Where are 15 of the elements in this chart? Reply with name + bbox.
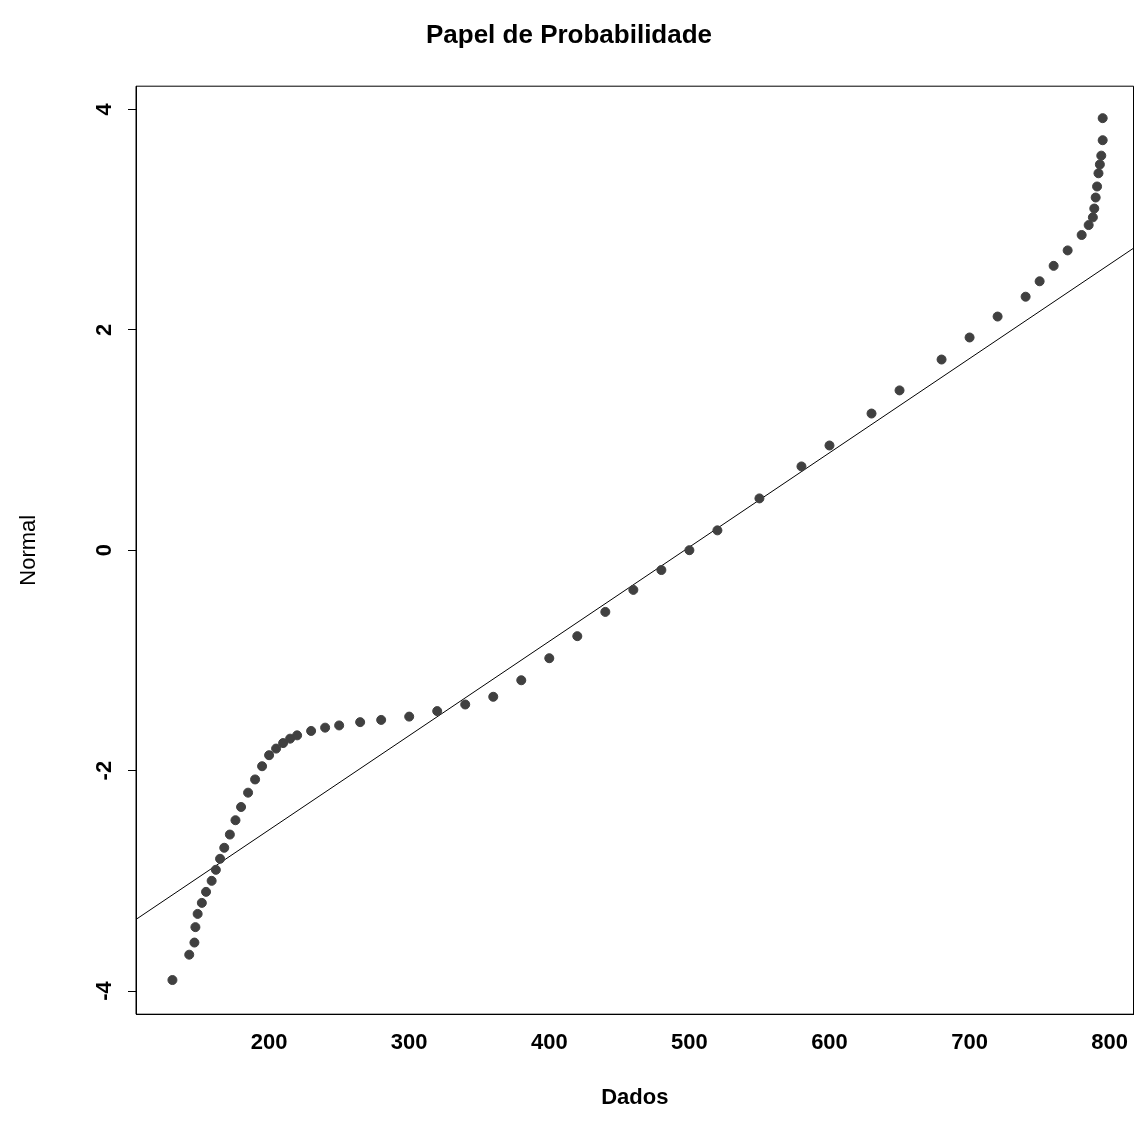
x-tick-label: 300 <box>390 1029 428 1055</box>
y-tick-label: -4 <box>91 980 117 1001</box>
x-tick-label: 700 <box>951 1029 988 1055</box>
x-tick-label: 500 <box>671 1029 708 1055</box>
chart-title: Papel de Probabilidade <box>425 18 713 49</box>
y-tick-label: 0 <box>91 544 117 557</box>
x-tick-label: 400 <box>530 1029 568 1055</box>
x-tick-label: 200 <box>250 1029 288 1055</box>
y-axis-title: Normal <box>15 514 41 586</box>
y-tick-label: -2 <box>91 760 117 781</box>
x-tick-label: 600 <box>811 1029 848 1055</box>
y-tick-label: 4 <box>91 102 117 116</box>
y-tick-label: 2 <box>91 323 117 336</box>
x-axis-title: Dados <box>601 1083 669 1109</box>
x-tick-label: 800 <box>1091 1029 1129 1055</box>
